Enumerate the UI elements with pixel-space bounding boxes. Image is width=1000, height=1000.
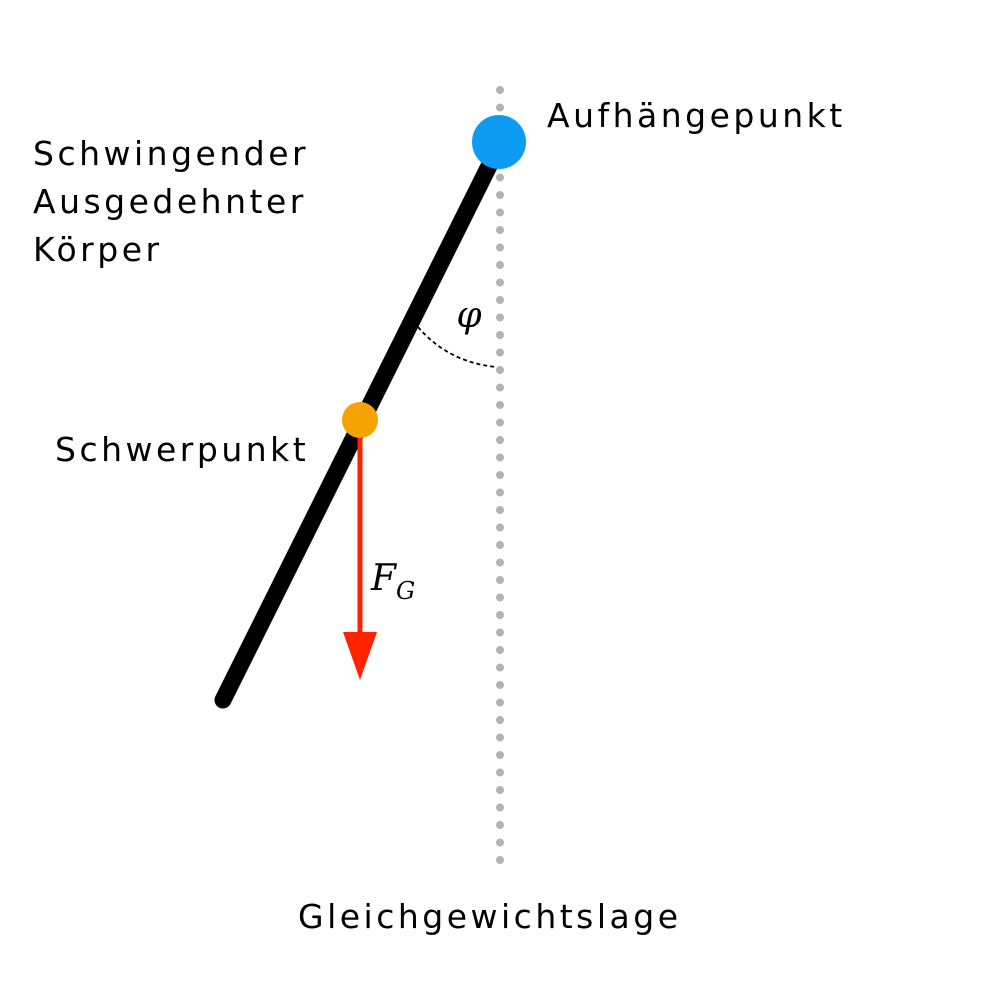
equilibrium-label: Gleichgewichtslage [298, 897, 682, 936]
body-label-line2: Ausgedehnter [33, 182, 307, 221]
center-of-mass-dot [342, 402, 378, 438]
body-label-line3: Körper [33, 230, 163, 269]
pivot-dot [472, 115, 526, 169]
body-label-line1: Schwingender [33, 134, 310, 173]
angle-arc [417, 326, 497, 368]
center-of-mass-label: Schwerpunkt [55, 430, 310, 469]
pivot-label: Aufhängepunkt [547, 96, 846, 135]
force-arrow-head [343, 632, 377, 680]
force-symbol: F [370, 558, 398, 599]
force-subscript: G [396, 577, 415, 605]
angle-symbol: φ [456, 295, 482, 336]
body-label: Schwingender Ausgedehnter Körper [33, 130, 309, 274]
force-label: FG [370, 558, 415, 605]
